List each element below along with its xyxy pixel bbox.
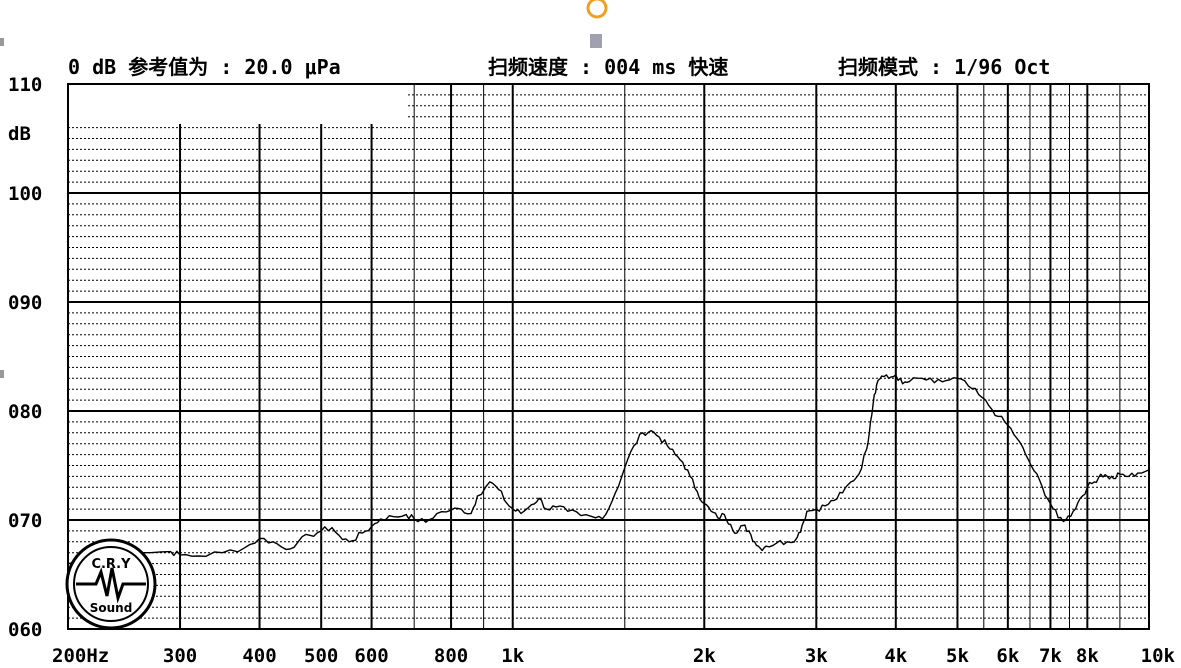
- logo-top-text: C.R.Y: [91, 557, 131, 572]
- x-axis-tick-labels: 200Hz 300 400 500 600 800 1k 2k 3k 4k 5k 6k 7k 8k 10k: [52, 645, 1176, 667]
- y-tick-label: 060: [8, 619, 42, 641]
- logo-outer-ring: [65, 538, 157, 630]
- series-line-0: [67, 374, 1150, 565]
- major-gridlines: [68, 84, 1149, 629]
- x-tick-label: 800: [434, 645, 468, 667]
- resize-handle-icon: [586, 0, 608, 19]
- sweep-mode-label: 扫频模式 : 1/96 Oct: [838, 55, 1050, 79]
- y-tick-label: 090: [8, 292, 42, 314]
- plot-frame: [67, 83, 1150, 630]
- y-axis-label: dB: [8, 123, 31, 145]
- header-blank-area: [69, 84, 407, 124]
- x-tick-label: 500: [304, 645, 338, 667]
- x-tick-label: 6k: [996, 645, 1019, 667]
- x-tick-label: 10k: [1141, 645, 1176, 667]
- logo-wave-icon: [76, 567, 146, 604]
- response-curve: [67, 374, 1150, 565]
- x-tick-label: 300: [163, 645, 197, 667]
- y-axis-tick-labels: 110 100 090 080 070 060: [8, 74, 42, 641]
- logo-bottom-text: Sound: [90, 601, 133, 615]
- x-tick-label: 5k: [946, 645, 969, 667]
- logo-inner-ring: [73, 546, 149, 622]
- minor-gridlines: [68, 84, 1149, 629]
- x-tick-label: 600: [354, 645, 388, 667]
- cry-sound-logo: C.R.Y Sound: [65, 538, 157, 630]
- x-tick-label: 400: [242, 645, 276, 667]
- x-tick-label: 200Hz: [52, 645, 109, 667]
- y-tick-label: 100: [8, 183, 42, 205]
- x-tick-label: 2k: [693, 645, 716, 667]
- anchor-handle-icon: [590, 34, 602, 48]
- y-tick-label: 080: [8, 401, 42, 423]
- reference-level-label: 0 dB 参考值为 : 20.0 μPa: [68, 55, 341, 79]
- x-tick-label: 3k: [805, 645, 828, 667]
- x-tick-label: 7k: [1039, 645, 1062, 667]
- x-tick-label: 4k: [884, 645, 907, 667]
- edge-marker-middle: [0, 370, 4, 378]
- sweep-speed-label: 扫频速度 : 004 ms 快速: [488, 55, 728, 79]
- y-tick-label: 070: [8, 510, 42, 532]
- x-tick-label: 1k: [501, 645, 524, 667]
- y-tick-label: 110: [8, 74, 42, 96]
- edge-marker-top: [0, 38, 4, 46]
- x-tick-label: 8k: [1076, 645, 1099, 667]
